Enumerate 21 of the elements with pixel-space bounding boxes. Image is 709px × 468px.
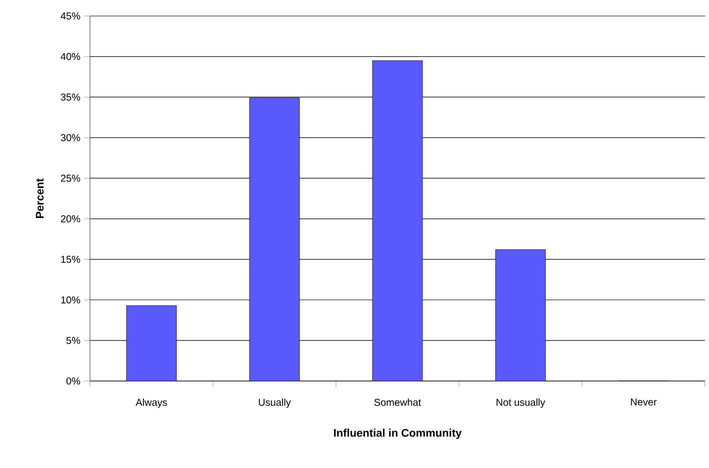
- bar: [126, 305, 177, 381]
- bar: [249, 98, 300, 381]
- y-tick-label: 40%: [60, 53, 80, 60]
- y-axis-title: Percent: [36, 178, 44, 218]
- bar: [495, 249, 546, 381]
- bar: [372, 60, 423, 381]
- y-tick-label: 5%: [66, 336, 80, 344]
- y-tick-label: 25%: [60, 174, 80, 182]
- y-tick-label: 0%: [66, 377, 80, 385]
- x-axis-title: Influential in Community: [334, 428, 462, 439]
- x-tick-label: Never: [630, 398, 657, 406]
- x-tick-label: Not usually: [496, 398, 546, 408]
- y-tick-label: 10%: [61, 296, 80, 304]
- y-tick-label: 45%: [60, 12, 80, 20]
- y-tick-label: 20%: [60, 215, 80, 222]
- y-tick-label: 15%: [61, 256, 80, 263]
- x-tick-label: Usually: [258, 398, 291, 408]
- y-tick-label: 35%: [60, 94, 80, 101]
- x-tick-label: Always: [136, 398, 167, 408]
- y-tick-label: 30%: [60, 134, 80, 142]
- x-tick-label: Somewhat: [374, 398, 422, 406]
